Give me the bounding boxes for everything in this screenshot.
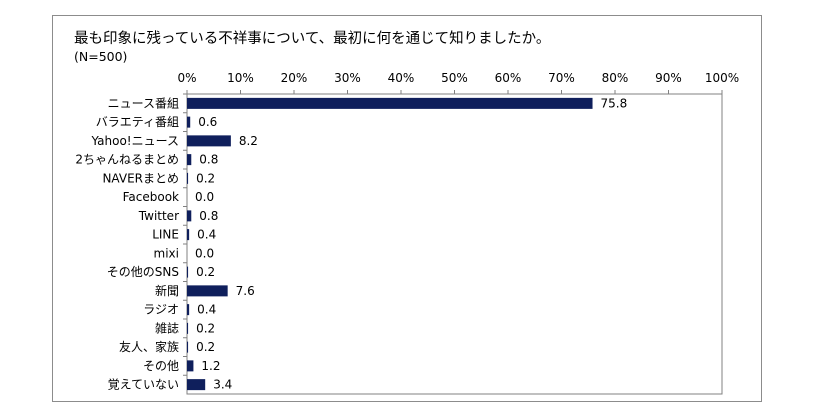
category-label: 雑誌 (155, 320, 179, 335)
data-labels: 75.8 0.6 8.2 0.8 0.2 0.0 0.8 0.4 0.0 0.2 7.6 0.4 0.2… (195, 96, 627, 391)
x-tick-label: 40% (388, 71, 415, 85)
value-label: 0.2 (196, 171, 215, 185)
value-label: 0.0 (195, 190, 214, 204)
chart-title: 最も印象に残っている不祥事について、最初に何を通じて知りましたか。 (74, 31, 551, 47)
x-tick-label: 60% (495, 71, 522, 85)
value-label: 8.2 (239, 134, 258, 148)
x-tick-label: 30% (334, 71, 361, 85)
category-label: Yahoo!ニュース (90, 134, 179, 148)
category-label: 2ちゃんねるまとめ (75, 153, 179, 167)
value-label: 0.2 (196, 265, 215, 279)
bar (187, 285, 228, 297)
bar (187, 97, 593, 109)
value-label: 0.4 (197, 228, 216, 242)
category-label: mixi (154, 246, 179, 260)
category-label: ラジオ (143, 303, 179, 317)
value-label: 3.4 (213, 378, 232, 392)
value-label: 0.2 (196, 321, 215, 335)
category-label: LINE (152, 228, 179, 242)
x-tick-label: 70% (548, 71, 575, 85)
x-tick-label: 100% (705, 71, 739, 85)
bar (187, 172, 189, 184)
plot-area (186, 93, 723, 395)
value-label: 0.0 (195, 246, 214, 260)
bar (187, 304, 190, 316)
chart-frame (52, 15, 762, 402)
bar (187, 116, 191, 128)
category-label: 覚えていない (108, 378, 179, 392)
x-tick-label: 0% (177, 71, 196, 85)
bar (187, 266, 189, 278)
bar (187, 360, 194, 372)
category-label: その他のSNS (107, 265, 179, 279)
value-label: 7.6 (236, 284, 255, 298)
value-label: 75.8 (601, 96, 628, 110)
category-label: Twitter (138, 209, 179, 223)
category-label: NAVERまとめ (102, 171, 179, 185)
x-tick-label: 50% (441, 71, 468, 85)
bar (187, 210, 192, 222)
value-label: 0.4 (197, 303, 216, 317)
category-label: ニュース番組 (108, 96, 179, 110)
bar (187, 154, 192, 166)
value-label: 0.2 (196, 340, 215, 354)
bar (187, 135, 231, 147)
category-label: Facebook (123, 190, 179, 204)
category-label: 新聞 (155, 283, 179, 298)
category-label: バラエティ番組 (96, 115, 179, 129)
bar (187, 322, 189, 334)
bar (187, 341, 189, 353)
chart-subtitle: (N=500) (74, 49, 128, 64)
x-tick-label: 10% (227, 71, 254, 85)
category-label: 友人、家族 (119, 339, 179, 354)
bar (187, 229, 190, 241)
bar (187, 379, 206, 391)
category-label: その他 (143, 359, 179, 373)
x-tick-label: 20% (281, 71, 308, 85)
plot-border (186, 93, 723, 395)
bar-series (187, 97, 593, 391)
x-axis: 0% 10% 20% 30% 40% 50% 60% 70% 80% 90% 100% (177, 71, 739, 94)
value-label: 0.8 (199, 209, 218, 223)
x-tick-label: 80% (602, 71, 629, 85)
value-label: 0.8 (199, 153, 218, 167)
value-label: 1.2 (201, 359, 220, 373)
value-label: 0.6 (198, 115, 217, 129)
x-tick-label: 90% (655, 71, 682, 85)
